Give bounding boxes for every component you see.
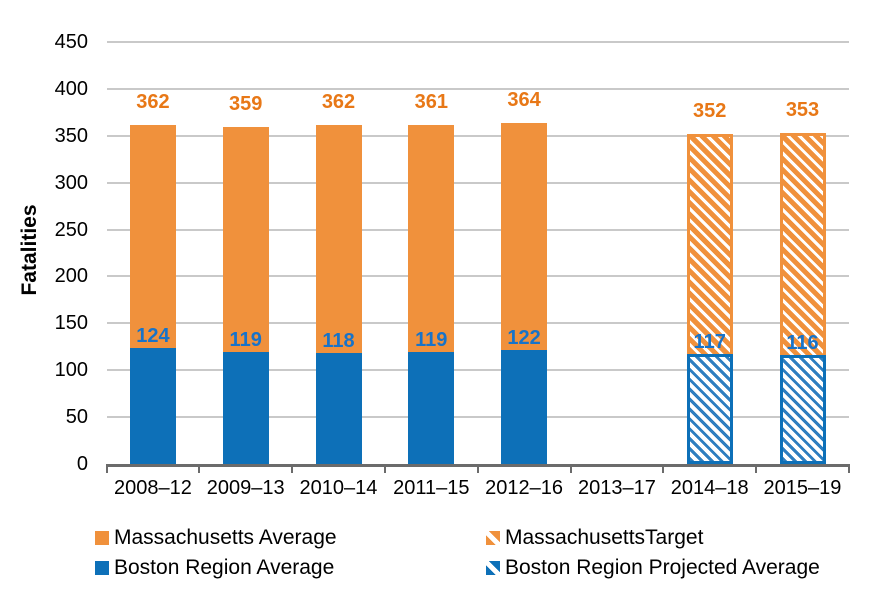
x-axis-tick xyxy=(755,464,758,473)
gridline-100 xyxy=(106,369,849,372)
x-tick-label-2011–15: 2011–15 xyxy=(393,477,470,499)
bar-segment-boston-average xyxy=(222,352,269,464)
x-tick-label-2015–19: 2015–19 xyxy=(763,477,842,499)
x-tick-label-2010–14: 2010–14 xyxy=(299,477,378,499)
gridline-300 xyxy=(106,181,849,184)
boston-region-average-swatch-icon xyxy=(95,561,109,575)
x-tick-label-2008–12: 2008–12 xyxy=(113,477,192,499)
gridline-200 xyxy=(106,275,849,278)
gridline-150 xyxy=(106,322,849,325)
bar-segment-boston-projected xyxy=(686,354,733,464)
x-axis-tick xyxy=(105,464,108,473)
y-tick-label-350: 350 xyxy=(54,124,88,147)
x-tick-label-2012–16: 2012–16 xyxy=(485,477,564,499)
bar-segment-boston-projected xyxy=(779,355,826,464)
data-label-boston: 118 xyxy=(322,330,355,353)
bar-segment-boston-average xyxy=(129,347,176,464)
y-tick-label-200: 200 xyxy=(54,265,88,288)
data-label-massachusetts: 353 xyxy=(785,98,820,121)
bar-segment-massachusetts-average xyxy=(501,122,548,350)
bar-segment-massachusetts-average xyxy=(315,124,362,354)
legend-label: Boston Region Average xyxy=(114,556,335,579)
bar-segment-massachusetts-average xyxy=(129,124,176,348)
data-label-massachusetts: 361 xyxy=(414,91,448,114)
gridline-250 xyxy=(106,228,849,231)
data-label-boston: 117 xyxy=(693,331,726,354)
massachusetts-average-swatch-icon xyxy=(95,531,109,545)
y-tick-label-100: 100 xyxy=(54,359,88,382)
bar-segment-boston-average xyxy=(501,349,548,464)
data-label-massachusetts: 364 xyxy=(507,88,541,111)
x-tick-label-2009–13: 2009–13 xyxy=(206,477,285,499)
data-label-massachusetts: 362 xyxy=(136,90,170,113)
bar-segment-massachusetts-target xyxy=(779,132,826,356)
legend-label: Massachusetts Average xyxy=(114,526,337,549)
data-label-boston: 122 xyxy=(507,326,541,349)
x-axis-tick xyxy=(291,464,294,473)
data-label-boston: 119 xyxy=(415,329,448,352)
data-label-massachusetts: 359 xyxy=(229,93,263,116)
gridline-50 xyxy=(106,416,849,419)
y-tick-label-300: 300 xyxy=(54,171,88,194)
y-tick-label-150: 150 xyxy=(54,312,88,335)
bar-segment-massachusetts-average xyxy=(408,125,455,353)
bar-segment-massachusetts-target xyxy=(686,133,733,355)
y-tick-label-450: 450 xyxy=(54,31,88,53)
x-axis-tick xyxy=(476,464,479,473)
legend-label: Boston Region Projected Average xyxy=(505,556,820,579)
massachusetts-target-swatch-icon xyxy=(486,531,500,545)
data-label-boston: 124 xyxy=(136,324,170,347)
data-label-boston: 116 xyxy=(786,332,819,355)
x-axis-tick xyxy=(569,464,572,473)
y-tick-label-0: 0 xyxy=(76,453,88,475)
legend-item-massachusetts-average: Massachusetts Average xyxy=(95,527,337,549)
legend-item-boston-region-average: Boston Region Average xyxy=(95,557,334,579)
bar-segment-boston-average xyxy=(315,353,362,464)
x-tick-label-2014–18: 2014–18 xyxy=(670,477,749,499)
gridline-400 xyxy=(106,87,849,90)
y-tick-label-50: 50 xyxy=(65,406,88,429)
boston-region-projected-average-swatch-icon xyxy=(486,561,500,575)
y-tick-label-400: 400 xyxy=(54,77,88,100)
data-label-boston: 119 xyxy=(229,329,262,352)
x-tick-label-2013–17: 2013–17 xyxy=(577,477,656,499)
x-axis-tick xyxy=(662,464,665,473)
y-tick-label-250: 250 xyxy=(54,218,88,241)
bar-segment-boston-average xyxy=(408,352,455,464)
bar-segment-massachusetts-average xyxy=(222,127,269,353)
x-axis-tick xyxy=(198,464,201,473)
data-label-massachusetts: 362 xyxy=(321,90,356,113)
x-axis-tick xyxy=(383,464,386,473)
legend-item-boston-region-projected-average: Boston Region Projected Average xyxy=(486,557,820,579)
x-axis-tick xyxy=(847,464,850,473)
gridline-350 xyxy=(106,134,849,137)
legend-item-massachusetts-target: MassachusettsTarget xyxy=(486,527,703,549)
data-label-massachusetts: 352 xyxy=(693,99,727,122)
gridline-450 xyxy=(106,41,849,43)
legend-label: MassachusettsTarget xyxy=(505,526,704,549)
